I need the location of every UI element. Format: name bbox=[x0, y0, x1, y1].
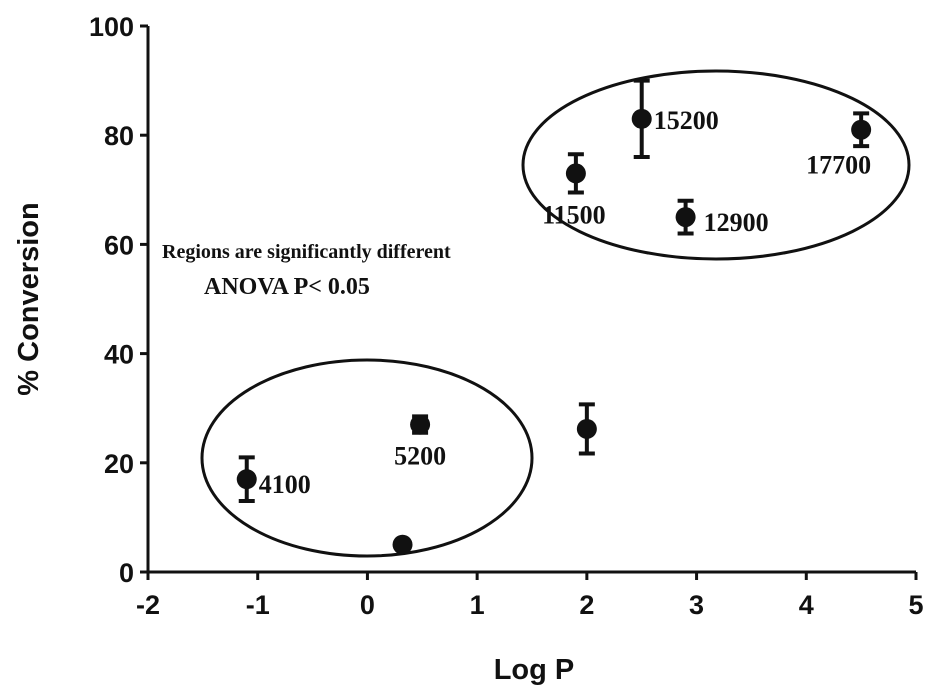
x-tick-label: 4 bbox=[799, 590, 814, 620]
region-ellipse-low bbox=[200, 358, 534, 558]
y-tick-label: 60 bbox=[104, 230, 134, 260]
axes bbox=[146, 26, 916, 574]
y-tick-label: 20 bbox=[104, 449, 134, 479]
data-points bbox=[236, 78, 872, 555]
x-tick-label: 3 bbox=[689, 590, 704, 620]
point-label: 12900 bbox=[704, 208, 769, 237]
data-point bbox=[851, 119, 872, 140]
data-point bbox=[392, 534, 413, 555]
annotation-anova: ANOVA P< 0.05 bbox=[204, 274, 370, 300]
annotation-significance: Regions are significantly different bbox=[162, 241, 451, 263]
point-label: 17700 bbox=[806, 151, 871, 180]
data-point bbox=[236, 469, 257, 490]
x-tick-label: 1 bbox=[470, 590, 485, 620]
x-tick-label: 5 bbox=[908, 590, 923, 620]
region-ellipse-high bbox=[521, 69, 911, 261]
y-ticks: 0 20 40 60 80 100 bbox=[89, 12, 148, 588]
y-tick-label: 0 bbox=[119, 558, 134, 588]
x-tick-label: 0 bbox=[360, 590, 375, 620]
y-axis-title: % Conversion bbox=[13, 202, 45, 395]
x-ticks: -2 -1 0 1 2 3 4 5 bbox=[136, 572, 924, 620]
x-tick-label: 2 bbox=[579, 590, 594, 620]
y-tick-label: 80 bbox=[104, 121, 134, 151]
point-labels: 4100 5200 11500 15200 12900 17700 bbox=[259, 106, 871, 499]
data-point bbox=[631, 108, 652, 129]
data-point bbox=[565, 163, 586, 184]
point-label: 5200 bbox=[394, 442, 446, 471]
point-label: 11500 bbox=[542, 200, 606, 229]
data-point bbox=[410, 414, 431, 435]
data-point bbox=[675, 207, 696, 228]
x-tick-label: -1 bbox=[246, 590, 270, 620]
region-ellipses bbox=[200, 69, 911, 558]
point-label: 4100 bbox=[259, 470, 311, 499]
data-point bbox=[576, 418, 597, 439]
x-axis-title: Log P bbox=[494, 654, 575, 686]
y-tick-label: 100 bbox=[89, 12, 134, 42]
x-tick-label: -2 bbox=[136, 590, 160, 620]
point-label: 15200 bbox=[654, 106, 719, 135]
y-tick-label: 40 bbox=[104, 340, 134, 370]
